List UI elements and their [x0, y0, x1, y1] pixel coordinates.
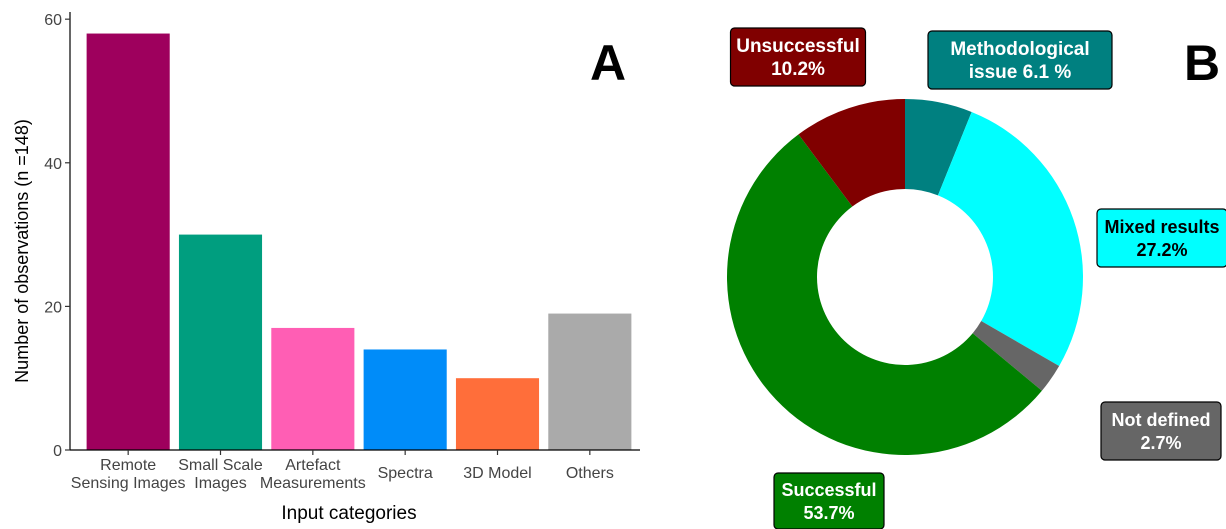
slice-label: Mixed results — [1104, 217, 1219, 237]
x-tick-label: Artefact — [285, 457, 341, 474]
bar — [86, 33, 170, 450]
bar — [455, 378, 540, 450]
x-tick-label: Measurements — [260, 475, 366, 492]
x-tick-label: Spectra — [378, 465, 433, 482]
panel-letter-a: A — [590, 35, 626, 91]
slice-label: Methodological — [950, 39, 1089, 60]
y-tick-group: 0 20 40 60 — [44, 12, 70, 460]
x-tick-label: 3D Model — [463, 465, 531, 482]
bar — [548, 313, 632, 450]
slice-label: Unsuccessful — [736, 36, 860, 57]
panel-letter-b: B — [1184, 35, 1220, 91]
slice-label: Not defined — [1112, 410, 1211, 430]
y-tick-label: 20 — [44, 299, 62, 316]
slice-label-box — [1100, 401, 1222, 461]
slice-label: 53.7% — [803, 503, 854, 523]
bar — [178, 234, 263, 450]
y-axis-title: Number of observations (n =148) — [12, 119, 32, 383]
slice-label-box — [927, 30, 1113, 90]
x-tick-label: Remote — [100, 457, 156, 474]
slice-label: 27.2% — [1136, 240, 1187, 260]
slice-label-box — [773, 472, 885, 529]
bar — [271, 327, 355, 450]
slice-label-box — [729, 27, 867, 87]
slice-label-box — [1096, 208, 1226, 268]
slice-label: issue 6.1 % — [969, 62, 1072, 83]
donut-slice — [937, 111, 1083, 367]
donut-slice — [905, 99, 972, 196]
y-tick-label: 60 — [44, 12, 62, 29]
x-tick-label: Others — [566, 465, 614, 482]
slice-label: 10.2% — [771, 59, 825, 80]
donut-slice-group — [727, 99, 1083, 455]
x-tick-label: Images — [194, 475, 246, 492]
bar-group — [86, 33, 632, 450]
slice-label: Successful — [781, 480, 876, 500]
x-tick-label: Sensing Images — [71, 475, 186, 492]
x-tick-label: Small Scale — [178, 457, 263, 474]
donut-slice — [798, 99, 905, 207]
y-tick-label: 0 — [53, 443, 62, 460]
y-tick-label: 40 — [44, 156, 62, 173]
bar — [363, 349, 447, 450]
slice-label: 2.7% — [1140, 433, 1181, 453]
donut-slice — [972, 321, 1060, 391]
donut-slice — [727, 134, 1042, 455]
x-axis-title: Input categories — [281, 503, 416, 524]
